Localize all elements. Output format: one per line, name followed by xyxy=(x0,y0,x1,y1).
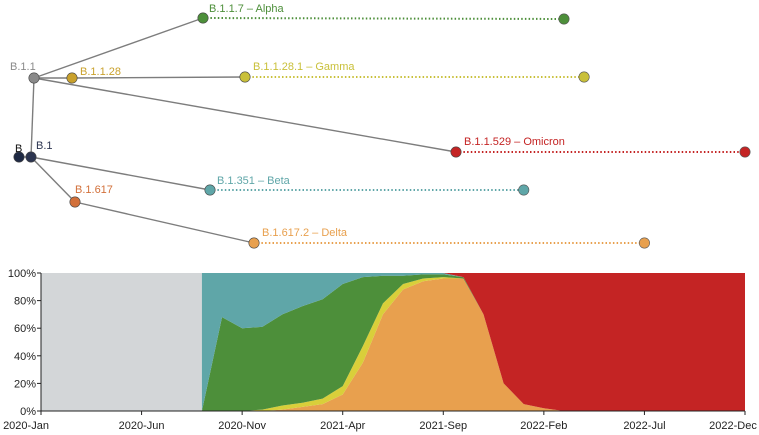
tree-node-b-1 xyxy=(25,151,37,163)
tree-label-b-1-617: B.1.617 xyxy=(75,184,113,196)
y-tick-label: 0% xyxy=(20,406,36,418)
tree-node-b xyxy=(13,151,25,163)
tree-label-beta: B.1.351 – Beta xyxy=(217,175,291,187)
x-tick-label: 2022-Feb xyxy=(520,420,567,432)
phylogeny-tree: B B.1 B.1.1 B.1.1.28 B.1.617 B.1.1.7 – Alpha B… xyxy=(10,3,751,249)
area-series-omicron xyxy=(201,273,745,411)
tree-edge-b-1-to-b-1-1 xyxy=(30,77,35,158)
no-data-region xyxy=(41,273,202,411)
x-tick-label: 2020-Jan xyxy=(3,420,49,432)
area-series-alpha xyxy=(201,274,745,411)
tree-label-gamma: B.1.1.28.1 – Gamma xyxy=(253,61,355,73)
x-tick-label: 2022-Dec xyxy=(709,420,757,432)
area-series-delta xyxy=(201,278,745,411)
last-seen-point-beta xyxy=(518,184,530,196)
tree-label-b-1-1-28: B.1.1.28 xyxy=(80,66,121,78)
tree-label-omicron: B.1.1.529 – Omicron xyxy=(464,136,565,148)
area-series xyxy=(41,273,745,411)
area-series-beta xyxy=(201,273,745,411)
tree-edge-b-1-617-to-delta xyxy=(74,201,255,244)
y-tick-label: 80% xyxy=(14,296,36,308)
y-tick-label: 40% xyxy=(14,351,36,363)
y-tick-label: 100% xyxy=(8,268,36,280)
tree-node-omicron xyxy=(450,146,462,158)
tree-label-b-1-1: B.1.1 xyxy=(10,61,36,73)
y-tick-label: 20% xyxy=(14,378,36,390)
tree-node-beta xyxy=(204,184,216,196)
last-seen-point-delta xyxy=(638,237,650,249)
tree-label-alpha: B.1.1.7 – Alpha xyxy=(209,3,284,15)
last-seen-point-gamma xyxy=(578,71,590,83)
x-tick-label: 2022-Jul xyxy=(623,420,665,432)
tree-edge-b-1-1-28-to-gamma xyxy=(71,76,246,79)
tree-node-b-1-617 xyxy=(69,196,81,208)
tree-node-gamma xyxy=(239,71,251,83)
prevalence-area-chart: 0% 20% 40% 60% 80% 100% 2020-Jan 2020-Jun 2020-N… xyxy=(3,268,757,432)
tree-edge-b-1-1-to-omicron xyxy=(33,77,457,153)
persistence-line-alpha xyxy=(202,17,564,20)
area-axes: 0% 20% 40% 60% 80% 100% 2020-Jan 2020-Jun 2020-N… xyxy=(3,268,757,432)
tree-label-delta: B.1.617.2 – Delta xyxy=(262,227,348,239)
tree-node-b-1-1 xyxy=(28,72,40,84)
tree-node-delta xyxy=(248,237,260,249)
tree-label-b-1: B.1 xyxy=(36,140,53,152)
tree-label-b: B xyxy=(15,143,22,155)
x-tick-label: 2020-Nov xyxy=(218,420,266,432)
last-seen-point-alpha xyxy=(558,13,570,25)
tree-edge-b-1-to-beta xyxy=(30,156,211,191)
last-seen-point-omicron xyxy=(739,146,751,158)
tree-node-b-1-1-28 xyxy=(66,72,78,84)
tree-edge-b-1-1-to-alpha xyxy=(33,17,204,79)
x-tick-label: 2021-Sep xyxy=(419,420,467,432)
tree-node-alpha xyxy=(197,12,209,24)
y-tick-label: 60% xyxy=(14,323,36,335)
x-tick-label: 2020-Jun xyxy=(119,420,165,432)
x-tick-label: 2021-Apr xyxy=(320,420,366,432)
tree-edge-b-1-to-b-1-617 xyxy=(30,156,76,203)
